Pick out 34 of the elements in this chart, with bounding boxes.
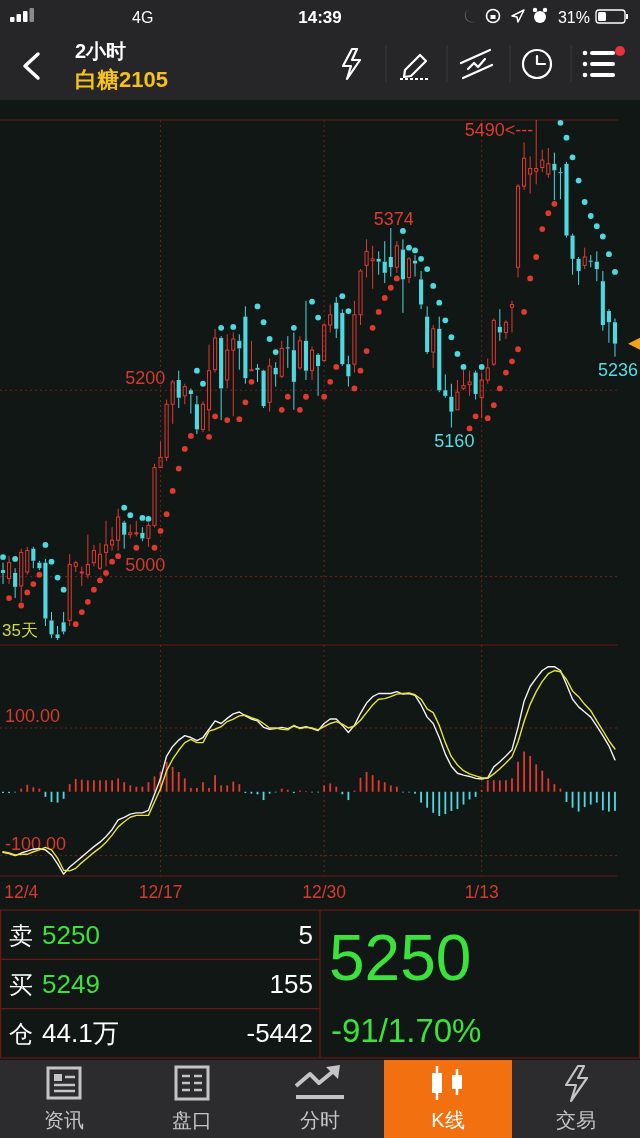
y-tick-label: 5000	[125, 554, 166, 575]
text: 44.1万	[42, 1018, 119, 1049]
text: 4G	[132, 9, 154, 26]
text: 5250	[329, 922, 472, 994]
text: 资讯	[44, 1109, 84, 1131]
text: -5442	[246, 1018, 313, 1049]
text: 卖	[9, 921, 33, 949]
annotation: 5236	[597, 359, 638, 380]
text: 155	[269, 969, 313, 999]
text: 5	[298, 919, 313, 950]
annotation: 5160	[434, 430, 475, 451]
x-tick-label: 12/30	[302, 882, 347, 902]
annotation: 35天	[2, 621, 38, 640]
text: 5249	[42, 969, 100, 999]
text: 分时	[300, 1109, 340, 1131]
x-tick-label: 1/13	[464, 882, 499, 902]
chart-title: 白糖2105	[75, 67, 168, 92]
text: 交易	[556, 1109, 596, 1131]
x-tick-label: 12/4	[4, 882, 39, 902]
chart-subtitle: 2小时	[75, 40, 127, 62]
text: K线	[431, 1109, 465, 1131]
y-tick-label: -100.00	[5, 833, 67, 854]
y-tick-label: 5200	[125, 368, 166, 389]
text: 盘口	[172, 1109, 212, 1131]
y-tick-label: 100.00	[5, 705, 61, 726]
x-tick-label: 12/17	[138, 882, 183, 902]
text: -91/1.70%	[331, 1012, 482, 1049]
annotation: 5490<---	[464, 120, 534, 140]
text: 14:39	[298, 8, 342, 27]
text: 5250	[42, 919, 100, 950]
annotation: 5374	[373, 209, 414, 230]
text: 31%	[557, 9, 590, 26]
text: 买	[9, 971, 33, 998]
text: 仓	[9, 1020, 33, 1048]
